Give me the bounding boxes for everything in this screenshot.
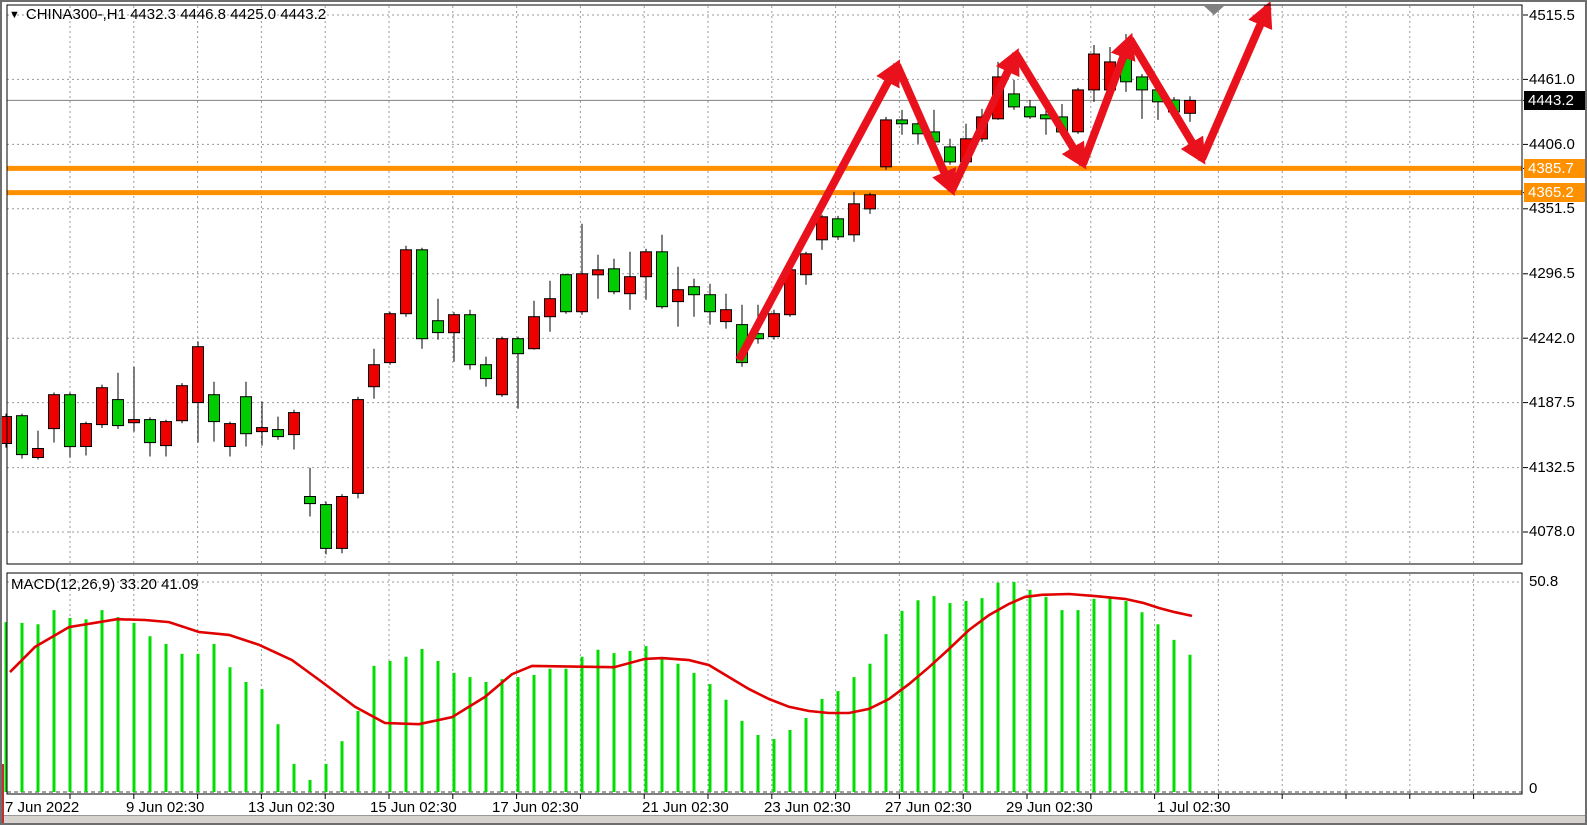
macd-indicator-label: MACD(12,26,9) 33.20 41.09 bbox=[11, 576, 199, 593]
time-axis-label: 17 Jun 02:30 bbox=[492, 799, 579, 816]
price-axis-label: 4365.2 bbox=[1524, 183, 1585, 202]
time-axis-label: 7 Jun 2022 bbox=[5, 799, 80, 816]
price-axis-label: 4296.5 bbox=[1529, 265, 1575, 282]
price-axis-label: 4242.0 bbox=[1529, 330, 1575, 347]
macd-signal-line bbox=[9, 592, 1193, 726]
support-resistance-levels[interactable] bbox=[7, 165, 1522, 196]
time-axis-label: 13 Jun 02:30 bbox=[248, 799, 335, 816]
time-axis-label: 29 Jun 02:30 bbox=[1006, 799, 1093, 816]
price-axis-label: 4078.0 bbox=[1529, 523, 1575, 540]
window-edge-mark bbox=[2, 764, 4, 823]
time-axis-label: 21 Jun 02:30 bbox=[642, 799, 729, 816]
time-axis-label: 9 Jun 02:30 bbox=[126, 799, 205, 816]
time-axis-label: 27 Jun 02:30 bbox=[885, 799, 972, 816]
price-axis-label: 4515.5 bbox=[1529, 7, 1575, 24]
chart-title-bar: ▼ CHINA300-,H1 4432.3 4446.8 4425.0 4443.… bbox=[9, 6, 326, 23]
time-axis-label: 1 Jul 02:30 bbox=[1157, 799, 1231, 816]
price-axis-label: 4461.0 bbox=[1529, 71, 1575, 88]
price-axis-label: 4187.5 bbox=[1529, 394, 1575, 411]
scroll-end-marker-icon[interactable] bbox=[1204, 6, 1224, 15]
candlestick-series bbox=[2, 34, 1196, 555]
price-axis-label: 4385.7 bbox=[1524, 159, 1585, 178]
price-axis-label: 4443.2 bbox=[1524, 91, 1585, 110]
time-axis-label: 15 Jun 02:30 bbox=[370, 799, 457, 816]
trend-arrow-annotation[interactable] bbox=[735, 2, 1273, 362]
macd-axis-label: 50.8 bbox=[1529, 573, 1559, 590]
price-axis-label: 4132.5 bbox=[1529, 459, 1575, 476]
price-axis-label: 4406.0 bbox=[1529, 136, 1575, 153]
horizontal-scrollbar-area[interactable] bbox=[2, 815, 1585, 823]
macd-axis-label: 0 bbox=[1529, 780, 1538, 797]
symbol-title: CHINA300-,H1 4432.3 4446.8 4425.0 4443.2 bbox=[25, 6, 327, 23]
price-axis-label: 4351.5 bbox=[1529, 200, 1575, 217]
time-axis-label: 23 Jun 02:30 bbox=[764, 799, 851, 816]
symbol-dropdown-icon[interactable]: ▼ bbox=[9, 9, 20, 21]
